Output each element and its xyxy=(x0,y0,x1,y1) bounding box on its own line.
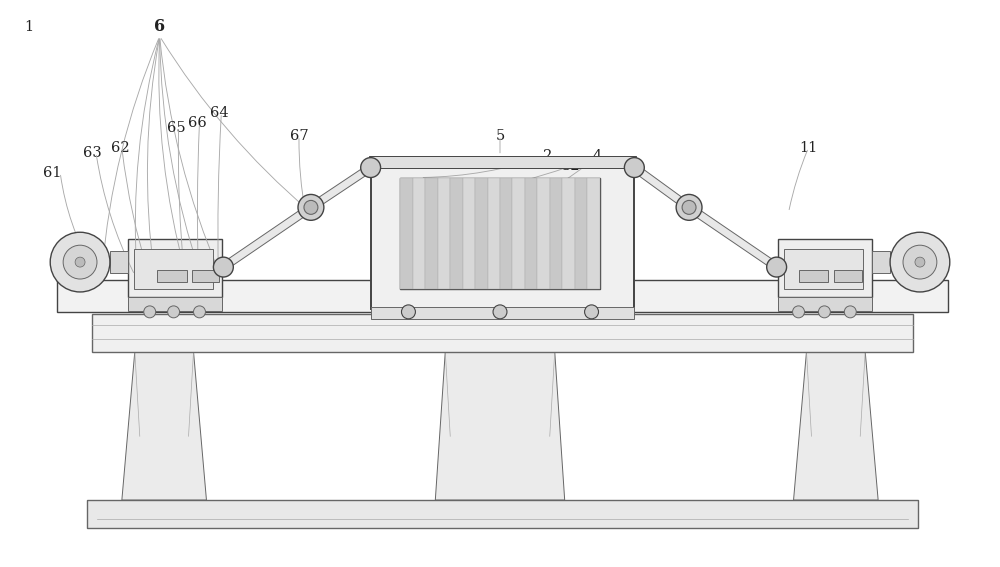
Bar xyxy=(438,177,450,289)
Text: 11: 11 xyxy=(799,141,818,155)
Bar xyxy=(512,177,525,289)
Circle shape xyxy=(194,306,205,318)
Circle shape xyxy=(63,245,97,279)
Text: 5: 5 xyxy=(495,129,505,143)
Circle shape xyxy=(818,306,830,318)
Bar xyxy=(413,177,425,289)
Bar xyxy=(92,314,913,352)
Circle shape xyxy=(401,305,415,319)
Bar xyxy=(587,177,600,289)
Bar xyxy=(778,297,872,311)
Circle shape xyxy=(298,194,324,221)
Bar xyxy=(134,249,213,289)
Text: 1: 1 xyxy=(24,20,33,34)
Bar xyxy=(157,270,187,282)
Bar xyxy=(799,270,828,282)
Text: 32: 32 xyxy=(562,159,581,172)
Bar xyxy=(778,239,872,297)
Bar xyxy=(110,251,128,273)
Bar xyxy=(369,155,636,168)
Polygon shape xyxy=(309,164,373,211)
Polygon shape xyxy=(687,204,779,270)
Text: 4: 4 xyxy=(593,149,602,163)
Bar xyxy=(784,249,863,289)
Text: 6: 6 xyxy=(154,18,165,35)
Bar xyxy=(475,177,488,289)
Text: 65: 65 xyxy=(167,121,186,135)
Circle shape xyxy=(890,232,950,292)
Text: 67: 67 xyxy=(290,129,308,143)
Text: 66: 66 xyxy=(188,116,207,130)
Bar xyxy=(425,177,438,289)
Polygon shape xyxy=(122,352,206,500)
Bar xyxy=(87,500,918,528)
Circle shape xyxy=(676,194,702,221)
Circle shape xyxy=(585,305,599,319)
Bar xyxy=(192,270,219,282)
Bar xyxy=(550,177,562,289)
Polygon shape xyxy=(632,164,691,210)
Text: 64: 64 xyxy=(210,106,229,120)
Bar xyxy=(128,297,222,311)
Circle shape xyxy=(793,306,805,318)
Bar xyxy=(834,270,862,282)
Circle shape xyxy=(682,200,696,214)
Circle shape xyxy=(144,306,156,318)
Circle shape xyxy=(50,232,110,292)
Bar xyxy=(463,177,475,289)
Circle shape xyxy=(304,200,318,214)
Bar xyxy=(500,177,512,289)
Bar xyxy=(371,307,634,319)
Bar xyxy=(128,239,222,297)
Bar xyxy=(525,177,537,289)
Bar xyxy=(562,177,575,289)
Text: 62: 62 xyxy=(111,141,129,155)
Polygon shape xyxy=(221,204,313,270)
Bar xyxy=(57,280,948,312)
Circle shape xyxy=(361,158,381,177)
Circle shape xyxy=(168,306,180,318)
Bar xyxy=(872,251,890,273)
Bar xyxy=(400,177,600,289)
Circle shape xyxy=(493,305,507,319)
Text: 63: 63 xyxy=(83,146,101,160)
Circle shape xyxy=(915,257,925,267)
Circle shape xyxy=(844,306,856,318)
Circle shape xyxy=(767,257,787,277)
Circle shape xyxy=(624,158,644,177)
Bar xyxy=(537,177,550,289)
Circle shape xyxy=(213,257,233,277)
Bar xyxy=(450,177,463,289)
Circle shape xyxy=(75,257,85,267)
Circle shape xyxy=(903,245,937,279)
Bar xyxy=(87,500,918,528)
Polygon shape xyxy=(794,352,878,500)
Bar xyxy=(371,159,634,309)
Polygon shape xyxy=(435,352,565,500)
Bar xyxy=(488,177,500,289)
Bar xyxy=(400,177,413,289)
Text: 61: 61 xyxy=(43,166,61,180)
Bar xyxy=(575,177,587,289)
Text: 2: 2 xyxy=(543,149,552,163)
